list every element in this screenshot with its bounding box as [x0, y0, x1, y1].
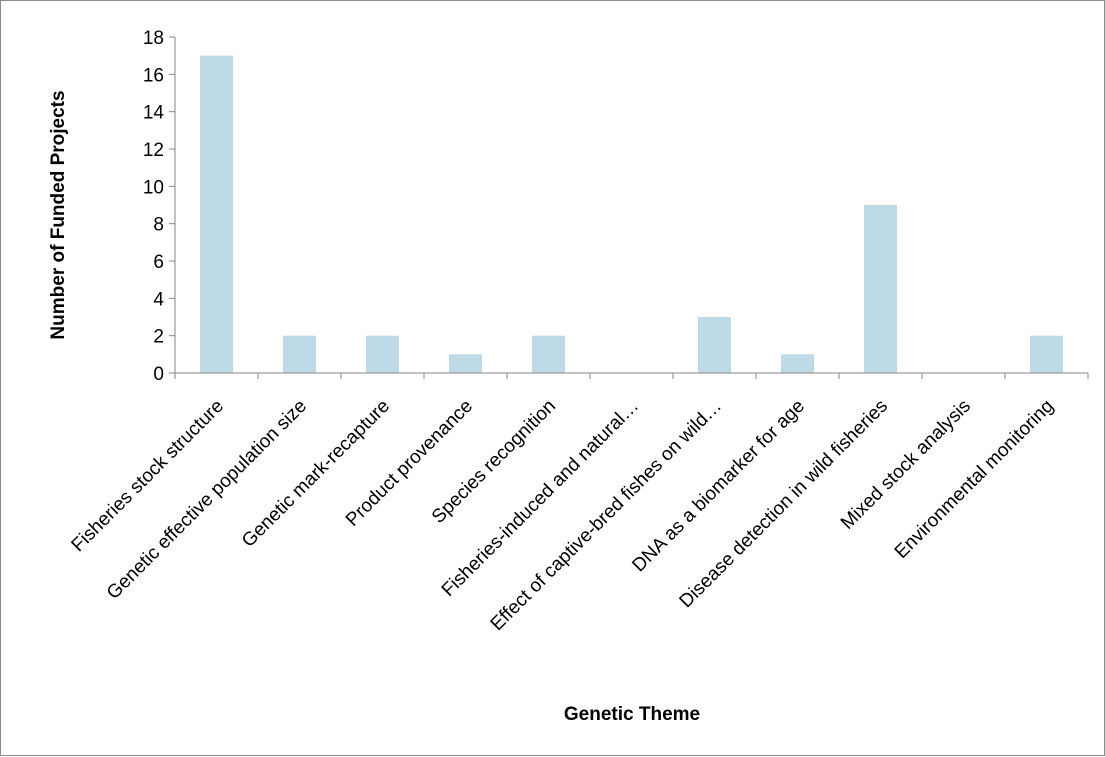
x-axis-title: Genetic Theme — [564, 704, 700, 725]
x-tick-label: Environmental monitoring — [891, 396, 1058, 563]
bar — [532, 335, 565, 373]
x-tick-label: Genetic mark-recapture — [238, 396, 394, 552]
y-tick-label: 12 — [143, 140, 164, 161]
y-tick-label: 14 — [143, 103, 165, 124]
bar — [1030, 335, 1063, 373]
bar — [698, 317, 731, 373]
bar — [449, 354, 482, 373]
bar — [864, 205, 897, 373]
bar — [283, 335, 316, 373]
y-tick-label: 4 — [153, 289, 164, 310]
x-tick-label: DNA as a biomarker for age — [628, 396, 809, 577]
bar — [200, 55, 233, 373]
bar — [366, 335, 399, 373]
y-tick-label: 18 — [143, 28, 164, 49]
y-tick-label: 8 — [153, 215, 164, 236]
y-tick-label: 16 — [143, 65, 164, 86]
y-tick-label: 6 — [153, 252, 164, 273]
y-axis-title: Number of Funded Projects — [48, 90, 69, 339]
x-tick-label: Fisheries stock structure — [68, 396, 228, 556]
bar — [781, 354, 814, 373]
y-tick-label: 10 — [143, 177, 164, 198]
y-tick-label: 2 — [153, 327, 164, 348]
y-tick-label: 0 — [153, 364, 164, 385]
